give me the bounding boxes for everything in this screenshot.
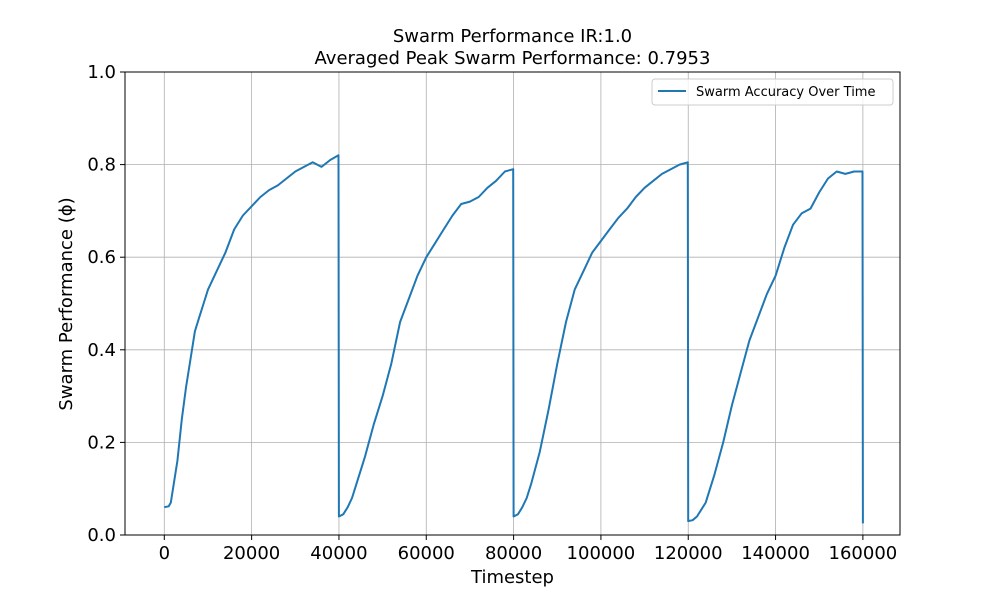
x-tick-label: 120000 [654,543,723,564]
y-tick-label: 0.0 [87,525,116,546]
x-tick-label: 80000 [485,543,542,564]
y-tick-label: 0.4 [87,340,116,361]
y-tick-label: 0.2 [87,432,116,453]
x-tick-label: 160000 [829,543,898,564]
legend-label: Swarm Accuracy Over Time [696,85,875,100]
x-tick-label: 20000 [223,543,280,564]
x-tick-label: 140000 [741,543,810,564]
ticks: 0 20000 40000 60000 80000 100000 120000 140000 1… [87,62,897,564]
x-tick-label: 100000 [567,543,636,564]
plot-area [164,154,864,524]
chart-title-line-1: Swarm Performance IR:1.0 [393,26,632,47]
chart-title-line-2: Averaged Peak Swarm Performance: 0.7953 [315,48,711,69]
y-tick-label: 0.6 [87,247,116,268]
legend-box [651,78,894,106]
y-tick-label: 1.0 [87,62,116,83]
x-tick-label: 40000 [310,543,367,564]
x-tick-label: 60000 [398,543,455,564]
y-tick-label: 0.8 [87,155,116,176]
x-tick-label: 0 [159,543,170,564]
series-line-swarm-accuracy [164,154,864,524]
x-axis-label: Timestep [470,567,554,588]
legend: Swarm Accuracy Over Time [651,78,894,106]
axes-frame [124,71,901,536]
y-axis-label: Swarm Performance (ϕ) [56,197,77,410]
